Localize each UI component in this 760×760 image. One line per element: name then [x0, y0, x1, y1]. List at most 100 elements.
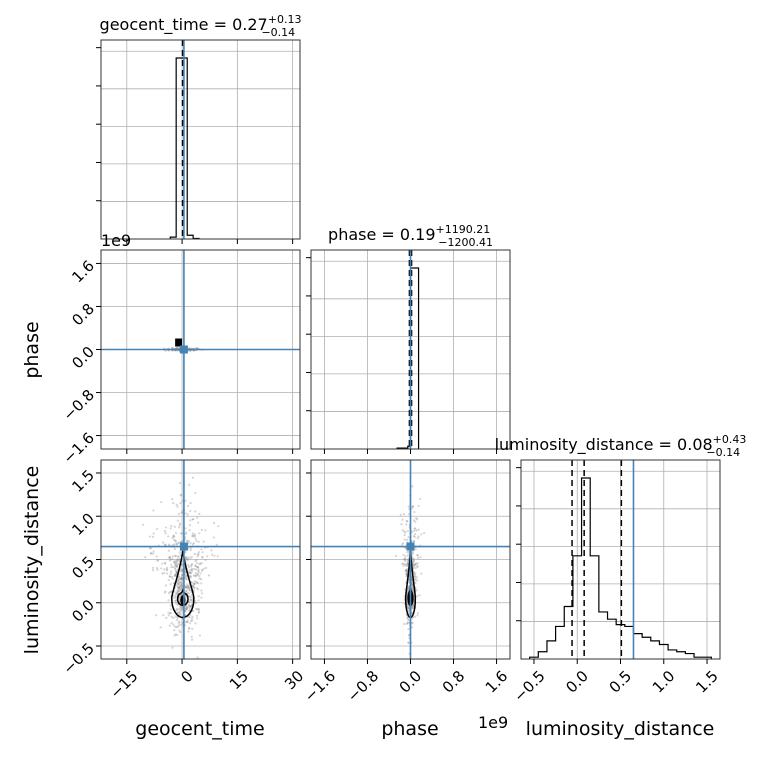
sample-point [176, 505, 179, 508]
sample-point [186, 587, 189, 590]
sample-point [170, 615, 173, 618]
sample-point [178, 610, 182, 613]
x-tick-label: −1.6 [301, 667, 339, 705]
sample-point [194, 537, 197, 540]
sample-point [192, 349, 195, 352]
sample-point [152, 550, 155, 553]
sample-point [394, 554, 398, 558]
sample-point [193, 567, 196, 571]
title-minus-error: −1200.41 [438, 236, 493, 249]
x-tick-label: 1.6 [482, 667, 512, 697]
sample-point [190, 638, 194, 641]
sample-point [193, 534, 196, 537]
sample-point [189, 605, 192, 608]
sample-point [411, 485, 414, 488]
sample-point [180, 493, 183, 496]
sample-point [412, 557, 415, 560]
panel-title-phase: phase = 0.19+1190.21 −1200.41 [328, 223, 493, 249]
sample-point [412, 540, 416, 543]
sample-point [189, 519, 192, 522]
axes-frame [100, 39, 301, 240]
sample-point [168, 556, 171, 559]
sample-point [164, 543, 167, 546]
sample-point [406, 550, 409, 554]
sample-point [192, 586, 195, 589]
sample-point [179, 581, 182, 584]
sample-point [170, 566, 173, 569]
sample-point [167, 614, 170, 617]
sample-point [399, 513, 402, 516]
sample-point [170, 563, 173, 566]
sample-point [180, 583, 183, 586]
sample-point [162, 571, 166, 575]
sample-point [177, 621, 180, 624]
sample-point [194, 602, 197, 605]
sample-point [415, 529, 418, 532]
sample-point [178, 577, 182, 580]
sample-point [414, 566, 417, 570]
x-axis-label-luminosity_distance: luminosity_distance [526, 718, 715, 740]
sample-point [193, 535, 196, 538]
sample-point [407, 558, 410, 561]
sample-point [404, 559, 407, 563]
sample-point [167, 549, 170, 552]
truth-marker [179, 345, 188, 354]
sample-point [171, 346, 174, 349]
sample-point [403, 538, 406, 541]
sample-point [190, 570, 194, 573]
sample-point [192, 574, 195, 577]
sample-point [189, 598, 192, 601]
x-tick-label: −15 [106, 667, 141, 702]
sample-point [413, 615, 417, 618]
sample-point [192, 589, 196, 592]
sample-point [167, 611, 170, 614]
sample-point [407, 634, 411, 637]
panel-title-geocent_time: geocent_time = 0.27+0.13 −0.14 [100, 13, 302, 39]
sample-point [197, 553, 200, 556]
sample-point [414, 577, 417, 580]
sample-point [167, 578, 170, 582]
sample-point [414, 548, 417, 551]
sample-point [168, 624, 171, 627]
sample-point [187, 556, 190, 559]
sample-point [403, 533, 406, 537]
sample-point [176, 586, 180, 589]
sample-point [412, 558, 415, 561]
sample-point [164, 561, 167, 564]
sample-point [180, 578, 183, 581]
sample-point [169, 558, 172, 561]
sample-point [407, 536, 410, 539]
sample-point [177, 590, 180, 593]
sample-point [141, 523, 145, 526]
sample-point [413, 559, 416, 563]
sample-point [188, 601, 191, 604]
contour-inner [176, 588, 189, 607]
sample-point [178, 613, 181, 616]
sample-point [195, 565, 199, 569]
sample-point [176, 519, 180, 522]
x-tick-label: 0.0 [396, 667, 426, 697]
sample-point [188, 596, 192, 599]
sample-point [150, 552, 153, 555]
sample-point [176, 583, 179, 586]
sample-point [420, 572, 423, 575]
sample-point [400, 562, 404, 565]
sample-point [178, 577, 181, 581]
sample-point [195, 568, 198, 571]
sample-point [189, 565, 193, 568]
sample-point [168, 575, 171, 578]
sample-point [187, 570, 190, 573]
sample-point [415, 576, 418, 579]
sample-point [165, 572, 169, 575]
sample-point [170, 590, 173, 593]
sample-point [403, 563, 407, 566]
sample-point [416, 562, 419, 565]
sample-point [177, 590, 180, 593]
sample-point [173, 554, 177, 557]
sample-point [161, 572, 164, 575]
sample-point [412, 534, 416, 538]
sample-point [402, 564, 405, 567]
sample-point [195, 587, 199, 590]
sample-point [413, 535, 416, 539]
sample-point [170, 622, 173, 625]
